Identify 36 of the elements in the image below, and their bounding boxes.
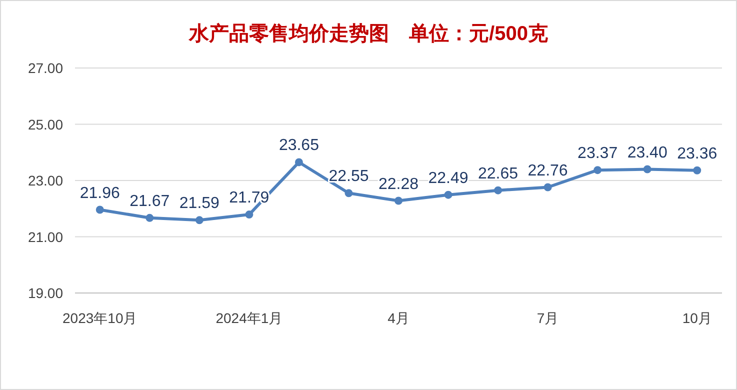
y-tick-label: 23.00	[28, 172, 64, 188]
y-tick-label: 27.00	[28, 60, 64, 76]
y-tick-label: 19.00	[28, 285, 64, 301]
point	[693, 166, 702, 174]
x-tick-label: 4月	[388, 310, 410, 326]
point	[494, 186, 502, 194]
point	[444, 190, 452, 199]
point	[294, 158, 303, 166]
y-tick-label: 25.00	[28, 116, 64, 132]
x-tick-label: 2023年10月	[62, 310, 138, 326]
data-label: 23.40	[627, 144, 668, 162]
data-label: 22.55	[328, 168, 369, 186]
point	[245, 210, 254, 219]
data-label: 23.37	[578, 145, 618, 162]
point	[394, 196, 402, 205]
x-tick-label: 2024年1月	[216, 310, 283, 326]
x-tick-label: 10月	[682, 310, 712, 326]
data-label: 21.67	[130, 192, 170, 210]
data-label: 21.59	[179, 195, 220, 212]
point	[594, 166, 602, 174]
data-label: 22.65	[478, 165, 518, 182]
y-tick-label: 21.00	[28, 228, 64, 245]
point	[544, 183, 552, 192]
x-tick-label: 7月	[536, 310, 559, 326]
data-label: 22.28	[378, 176, 419, 193]
point	[96, 206, 104, 214]
chart-title: 水产品零售均价走势图 单位：元/500克	[188, 22, 548, 45]
point	[195, 216, 204, 224]
data-label: 23.65	[278, 137, 320, 154]
data-label: 23.36	[677, 145, 718, 162]
data-label: 22.76	[528, 162, 568, 180]
point	[146, 214, 154, 222]
point	[643, 165, 652, 174]
data-label: 22.49	[428, 170, 468, 187]
point	[344, 189, 353, 198]
data-label: 21.96	[80, 184, 120, 202]
